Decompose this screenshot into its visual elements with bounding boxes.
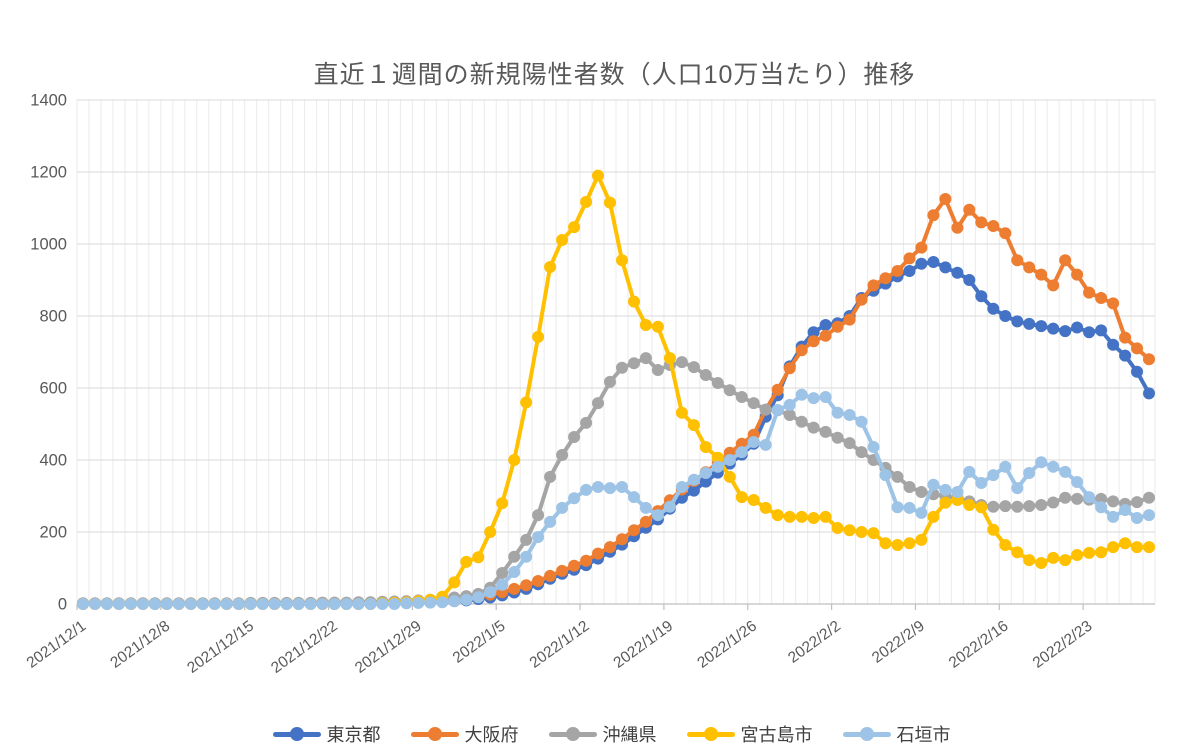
- legend-item-沖縄県[interactable]: 沖縄県: [548, 721, 657, 747]
- x-axis-labels: 2021/12/1 2021/12/8 2021/12/15 2021/12/22 20…: [24, 617, 1096, 676]
- y-tick-label: 1200: [30, 164, 67, 182]
- y-tick-label: 800: [39, 308, 67, 326]
- y-tick-label: 1000: [30, 236, 67, 254]
- series-石垣市[interactable]: [77, 388, 1155, 610]
- legend-line-marker-icon: [548, 727, 597, 741]
- x-tick-label: 2022/1/12: [527, 617, 593, 671]
- legend-item-石垣市[interactable]: 石垣市: [842, 721, 951, 747]
- legend-label: 東京都: [326, 725, 381, 745]
- x-tick-label: 2022/1/26: [694, 617, 760, 671]
- chart-title: 直近１週間の新規陽性者数（人口10万当たり）推移: [313, 61, 916, 89]
- x-tick-label: 2022/2/9: [869, 617, 928, 666]
- x-tick-label: 2022/1/19: [610, 617, 676, 671]
- legend-label: 沖縄県: [602, 725, 657, 745]
- legend: 東京都 大阪府 沖縄県 宮古島市 石垣市: [0, 721, 1193, 747]
- y-tick-label: 600: [39, 380, 67, 398]
- y-tick-label: 400: [39, 452, 67, 470]
- legend-line-marker-icon: [410, 727, 459, 741]
- x-tick-label: 2021/12/1: [24, 617, 90, 671]
- x-tick-label: 2022/2/2: [785, 617, 844, 666]
- y-axis-labels: 0 200 400 600 800 1000 1200 1400: [30, 92, 67, 614]
- legend-line-marker-icon: [272, 727, 321, 741]
- legend-label: 宮古島市: [740, 725, 813, 745]
- legend-item-宮古島市[interactable]: 宮古島市: [686, 721, 813, 747]
- x-tick-label: 2021/12/29: [352, 617, 425, 676]
- horizontal-gridlines: [77, 99, 1155, 533]
- legend-item-大阪府[interactable]: 大阪府: [410, 721, 519, 747]
- x-tick-label: 2022/2/23: [1030, 617, 1096, 671]
- legend-label: 石垣市: [896, 725, 951, 745]
- legend-item-東京都[interactable]: 東京都: [272, 721, 381, 747]
- x-tick-label: 2021/12/8: [107, 617, 173, 671]
- y-tick-label: 200: [39, 524, 67, 542]
- y-tick-label: 0: [58, 596, 67, 614]
- x-tick-label: 2022/1/5: [450, 617, 509, 666]
- legend-label: 大阪府: [464, 725, 519, 745]
- x-tick-label: 2022/2/16: [946, 617, 1012, 671]
- x-tick-label: 2021/12/15: [184, 617, 257, 676]
- legend-line-marker-icon: [686, 727, 735, 741]
- x-tick-label: 2021/12/22: [268, 617, 341, 676]
- y-tick-label: 1400: [30, 92, 67, 110]
- legend-line-marker-icon: [842, 727, 891, 741]
